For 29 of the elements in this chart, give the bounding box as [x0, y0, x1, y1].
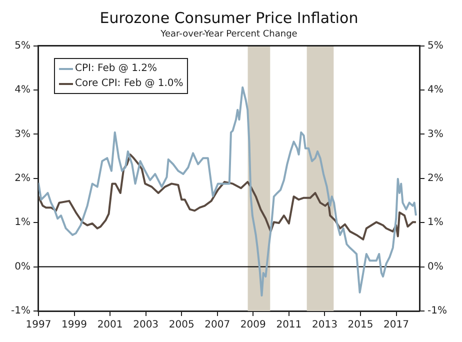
x-tick-label: 2001: [97, 320, 123, 331]
y-tick-label: 3%: [14, 128, 30, 140]
x-tick-label: 2005: [168, 320, 194, 331]
y-tick-label: 5%: [14, 40, 30, 52]
x-tick-label: 2003: [133, 320, 159, 331]
chart-subtitle: Year-over-Year Percent Change: [160, 30, 298, 40]
legend-label: CPI: Feb @ 1.2%: [75, 62, 157, 76]
legend-label: Core CPI: Feb @ 1.0%: [75, 77, 184, 91]
y-tick-label: 1%: [14, 217, 30, 228]
y2-tick-label: -1%: [428, 306, 448, 317]
y2-tick-label: 2%: [428, 172, 444, 184]
chart-title: Eurozone Consumer Price Inflation: [100, 8, 358, 27]
x-tick-label: 2013: [312, 320, 338, 331]
x-tick-label: 2017: [384, 320, 409, 331]
y2-tick-label: 5%: [428, 40, 444, 52]
y2-tick-label: 4%: [428, 84, 444, 96]
y-tick-label: 2%: [14, 172, 30, 184]
x-tick-label: 1997: [26, 320, 52, 331]
x-tick-label: 2011: [276, 320, 302, 331]
x-tick-label: 2007: [204, 320, 230, 331]
y-tick-label: -1%: [10, 306, 30, 317]
x-tick-label: 2009: [240, 320, 266, 331]
y2-tick-label: 3%: [428, 128, 444, 140]
y2-tick-label: 0%: [428, 261, 444, 272]
y-tick-label: 4%: [14, 84, 30, 96]
x-tick-label: 2015: [348, 320, 374, 331]
y2-tick-label: 1%: [428, 217, 444, 228]
x-tick-label: 1999: [62, 320, 87, 331]
y-tick-label: 0%: [14, 261, 30, 272]
